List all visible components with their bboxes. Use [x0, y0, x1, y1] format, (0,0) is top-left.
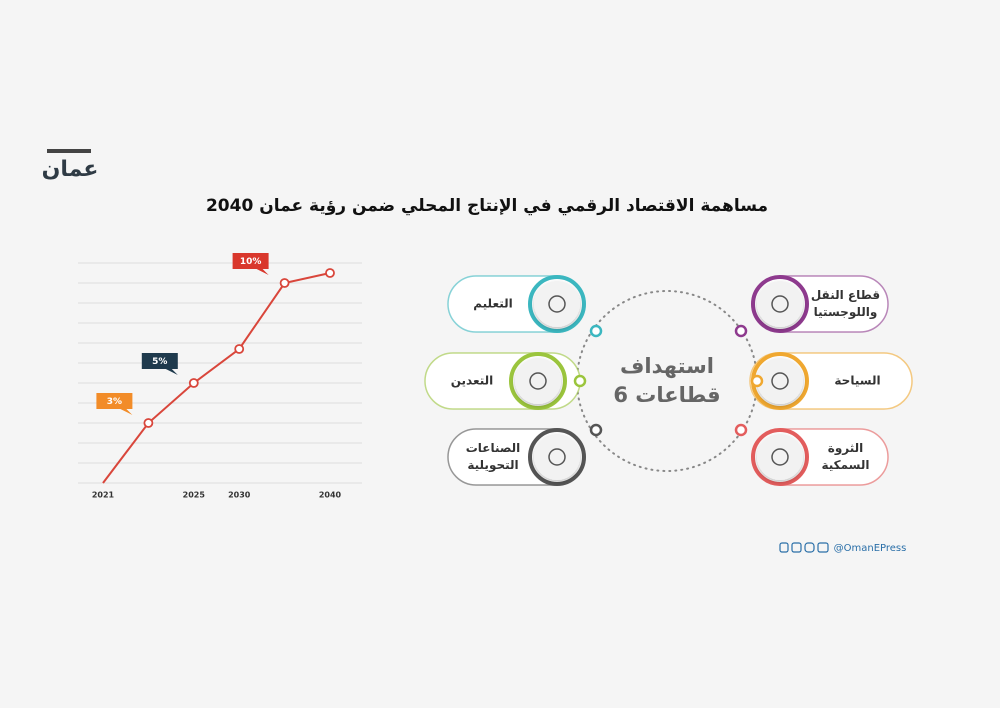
sector-label: قطاع النقل	[811, 288, 880, 302]
sector-glyph	[529, 372, 547, 390]
label-bubble	[141, 353, 178, 375]
x-tick-label: 2025	[183, 491, 206, 500]
sector-dot	[589, 423, 603, 437]
sector: التعليم	[447, 275, 603, 338]
sector-icon-ring	[751, 275, 809, 333]
sector: قطاع النقل واللوجستيا	[734, 275, 889, 338]
sector-icon	[757, 434, 803, 480]
data-label: 5%	[152, 357, 167, 367]
sector-glyph	[548, 448, 566, 466]
point	[143, 418, 154, 428]
point	[234, 344, 245, 354]
sector-label: السمكية	[821, 458, 869, 472]
sector-label: التحويلية	[467, 458, 518, 473]
sector-label: السياحة	[834, 374, 880, 388]
title: مساهمة الاقتصاد الرقمي في الإنتاج المحلي…	[206, 196, 768, 216]
sector-label: التعدين	[451, 374, 494, 388]
sector-label: الصناعات	[466, 441, 521, 455]
sector: الثروة السمكية	[734, 423, 889, 486]
sector-label: واللوجستيا	[814, 305, 878, 320]
sector-glyph	[771, 295, 789, 313]
logo: عمان	[42, 157, 99, 182]
x-tick-label: 2021	[92, 491, 115, 500]
sector: السياحة	[749, 352, 913, 410]
hub-line: 6 قطاعات	[613, 383, 720, 407]
sector-icon	[534, 281, 580, 327]
sector-label: التعليم	[473, 297, 513, 311]
sector-dot	[573, 374, 587, 388]
sector: الصناعات التحويلية	[447, 423, 603, 486]
sector-dot	[734, 324, 748, 338]
sector-icon	[757, 281, 803, 327]
line	[102, 272, 331, 484]
logo-bar	[47, 149, 91, 153]
sector: التعدين	[424, 352, 587, 410]
label-bubble	[96, 393, 133, 415]
label-bubble	[232, 253, 269, 275]
data-label: 10%	[240, 257, 262, 267]
sector-dot	[734, 423, 748, 437]
sector-icon	[757, 358, 803, 404]
point	[325, 268, 335, 278]
sector-glyph	[548, 295, 566, 313]
data-label: 3%	[107, 397, 122, 407]
sector-dot	[750, 374, 764, 388]
sector-glyph	[771, 448, 789, 466]
point	[279, 278, 290, 288]
sector-icon	[534, 434, 580, 480]
sector-icon-ring	[528, 428, 586, 486]
sector-glyph	[771, 372, 789, 390]
sector-icon	[515, 358, 561, 404]
social-icons	[779, 542, 829, 553]
sector-icon-ring	[528, 275, 586, 333]
sector-dot	[589, 324, 603, 338]
sector-icon-ring	[751, 428, 809, 486]
x-tick-label: 2030	[228, 491, 251, 500]
footer-handle: @OmanEPress	[834, 543, 907, 554]
sector-label: الثروة	[828, 441, 864, 456]
point	[188, 378, 199, 388]
hub-line: استهداف	[620, 354, 714, 378]
sector-icon-ring	[509, 352, 567, 410]
x-tick-label: 2040	[319, 491, 342, 500]
